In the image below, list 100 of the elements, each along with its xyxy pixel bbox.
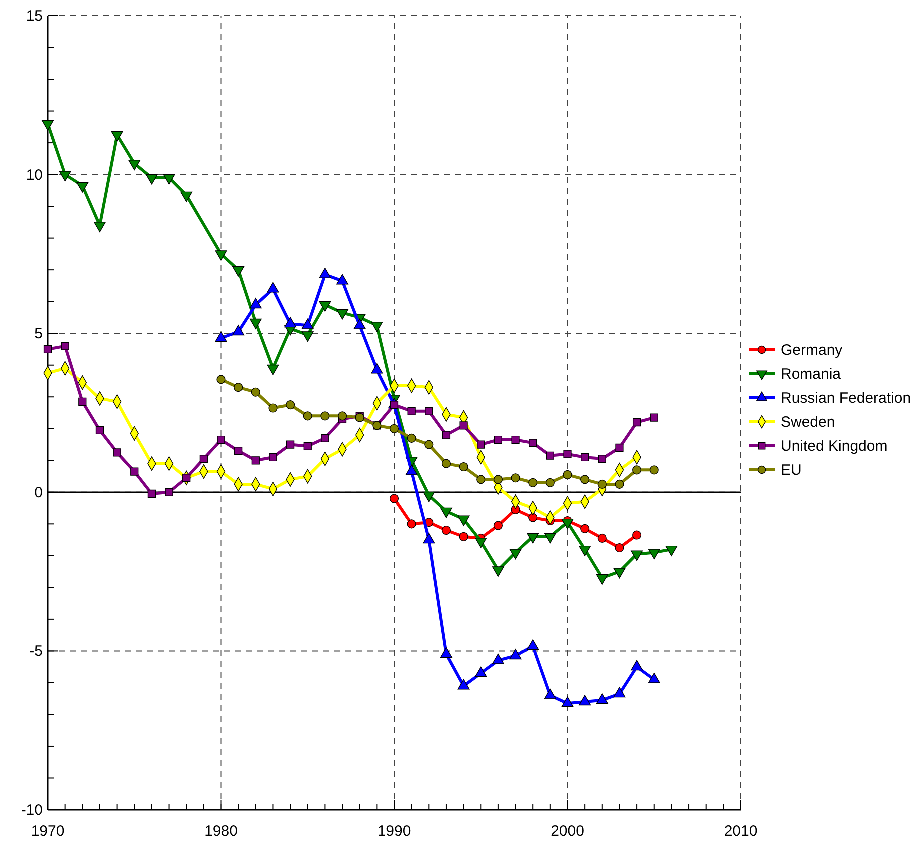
point [269, 453, 278, 462]
point [492, 654, 504, 664]
point [267, 364, 280, 376]
x-tick-label: 2000 [551, 823, 584, 840]
legend-label: EU [781, 462, 802, 479]
point [564, 450, 572, 458]
x-tick-label: 1970 [31, 823, 65, 840]
point [251, 388, 260, 397]
point [650, 414, 658, 422]
point [615, 543, 624, 553]
y-tick-label: 15 [26, 8, 43, 25]
point [511, 474, 520, 483]
point [440, 648, 452, 658]
point [250, 318, 262, 330]
point [476, 475, 486, 484]
point [423, 533, 436, 544]
legend-label: Russian Federation [781, 390, 912, 407]
point [336, 309, 349, 320]
point [632, 530, 642, 540]
point [581, 453, 590, 462]
point [113, 448, 122, 457]
point [200, 454, 208, 464]
point [130, 468, 139, 476]
point [631, 660, 644, 671]
point [442, 459, 452, 468]
legend-label: Romania [781, 366, 842, 383]
point [442, 431, 451, 440]
point [390, 424, 400, 434]
point [650, 466, 659, 475]
point [44, 345, 52, 354]
point [321, 434, 330, 442]
point [579, 695, 592, 706]
point [215, 250, 228, 262]
point [408, 407, 416, 416]
point [614, 687, 626, 698]
point [304, 442, 312, 450]
point [390, 494, 400, 504]
point [96, 426, 104, 435]
point [252, 456, 260, 465]
point [648, 672, 660, 684]
point [580, 524, 590, 534]
point [165, 488, 174, 496]
point [544, 688, 556, 700]
point [632, 466, 642, 475]
point [475, 666, 488, 678]
point [407, 520, 416, 529]
y-tick-label: 10 [26, 166, 43, 184]
point [286, 440, 295, 449]
point [61, 342, 70, 350]
legend-label: Sweden [781, 414, 836, 431]
point [563, 470, 572, 480]
point [529, 439, 538, 448]
y-tick-label: -5 [30, 643, 43, 660]
point [94, 222, 106, 232]
point [546, 478, 555, 488]
point [616, 444, 624, 452]
point [234, 383, 244, 392]
point [494, 521, 503, 530]
point [562, 696, 574, 708]
point [598, 534, 607, 543]
y-tick-label: -10 [21, 802, 43, 819]
point [580, 475, 590, 484]
point [42, 120, 54, 131]
point [512, 436, 520, 444]
point [216, 375, 226, 384]
point [615, 480, 624, 489]
point [546, 452, 554, 460]
point [303, 412, 312, 421]
point [76, 182, 89, 193]
x-tick-label: 1980 [204, 823, 238, 840]
point [632, 418, 642, 427]
point [78, 398, 87, 406]
point [148, 490, 156, 498]
point [302, 332, 314, 342]
x-tick-label: 1990 [378, 823, 412, 840]
legend-label: Germany [781, 342, 844, 359]
point [59, 171, 72, 182]
x-tick-label: 2010 [724, 823, 758, 840]
point [460, 422, 468, 430]
point [286, 400, 296, 410]
point [528, 478, 538, 488]
point [425, 407, 434, 416]
point [459, 532, 468, 542]
point [598, 454, 606, 464]
point [232, 266, 245, 277]
point [319, 301, 332, 312]
point [338, 412, 348, 421]
point [111, 131, 124, 142]
point [180, 192, 193, 202]
point [163, 174, 176, 185]
point [527, 640, 540, 650]
point [234, 447, 243, 456]
point [217, 436, 226, 444]
point [407, 434, 416, 443]
y-tick-label: 0 [34, 484, 43, 502]
point [494, 475, 503, 484]
point [442, 526, 452, 536]
point [528, 513, 538, 522]
point [320, 412, 330, 421]
point [459, 462, 468, 472]
